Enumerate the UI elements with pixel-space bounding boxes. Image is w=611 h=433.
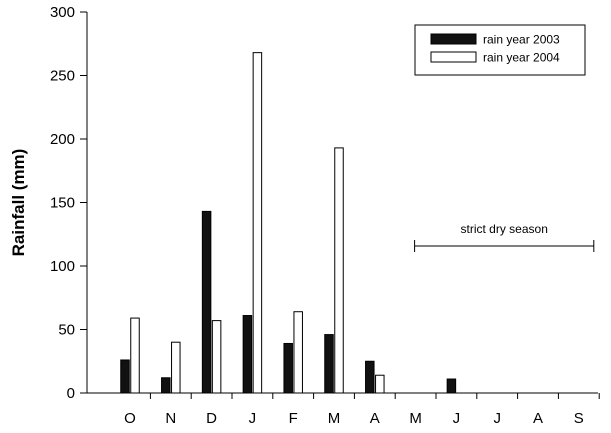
x-tick-label: F bbox=[289, 410, 298, 427]
bar-2004-0 bbox=[130, 317, 140, 394]
x-tick-label: A bbox=[533, 410, 543, 427]
y-tick-label: 300 bbox=[50, 4, 75, 21]
x-tick-label: J bbox=[453, 410, 461, 427]
legend-swatch-0 bbox=[430, 33, 477, 45]
chart-legend: rain year 2003 rain year 2004 bbox=[414, 24, 586, 76]
x-tick-label: D bbox=[206, 410, 217, 427]
dry-season-annotation: strict dry season bbox=[414, 222, 595, 252]
bar-2003-0 bbox=[120, 359, 130, 394]
x-tick-label: O bbox=[124, 410, 136, 427]
bar-2003-5 bbox=[324, 334, 334, 394]
bar-2003-1 bbox=[161, 377, 171, 394]
x-tick-label: J bbox=[249, 410, 257, 427]
x-tick-label: M bbox=[409, 410, 422, 427]
chart-bars bbox=[120, 52, 457, 394]
bar-2003-3 bbox=[242, 315, 253, 394]
bar-2003-8 bbox=[446, 378, 457, 394]
dry-season-label: strict dry season bbox=[461, 222, 548, 236]
y-axis-title: Rainfall (mm) bbox=[9, 149, 28, 257]
bar-2004-5 bbox=[334, 147, 344, 394]
x-tick-label: A bbox=[370, 410, 380, 427]
x-tick-label: J bbox=[493, 410, 501, 427]
bar-2004-4 bbox=[293, 311, 303, 394]
y-tick-label: 100 bbox=[50, 258, 75, 275]
legend-box bbox=[414, 24, 586, 76]
legend-label-0: rain year 2003 bbox=[483, 33, 560, 47]
legend-swatch-1 bbox=[430, 51, 477, 63]
bar-2003-2 bbox=[201, 210, 212, 394]
bar-2004-6 bbox=[375, 374, 385, 394]
x-tick-label: M bbox=[328, 410, 341, 427]
legend-label-1: rain year 2004 bbox=[483, 51, 560, 65]
chart-labels: 0 50 100 150 200 250 300 O N D J F M A M J J A S Rainfall (… bbox=[9, 4, 584, 427]
y-tick-label: 250 bbox=[50, 68, 75, 85]
y-tick-label: 150 bbox=[50, 195, 75, 212]
x-tick-label: N bbox=[165, 410, 176, 427]
bar-2004-2 bbox=[211, 320, 222, 394]
bar-2003-4 bbox=[283, 342, 293, 394]
y-tick-label: 200 bbox=[50, 131, 75, 148]
bar-2003-6 bbox=[365, 360, 375, 394]
x-tick-label: S bbox=[574, 410, 584, 427]
y-tick-label: 0 bbox=[67, 385, 75, 402]
y-tick-label: 50 bbox=[58, 322, 75, 339]
bar-2004-1 bbox=[171, 341, 181, 394]
bar-2004-3 bbox=[252, 52, 263, 394]
